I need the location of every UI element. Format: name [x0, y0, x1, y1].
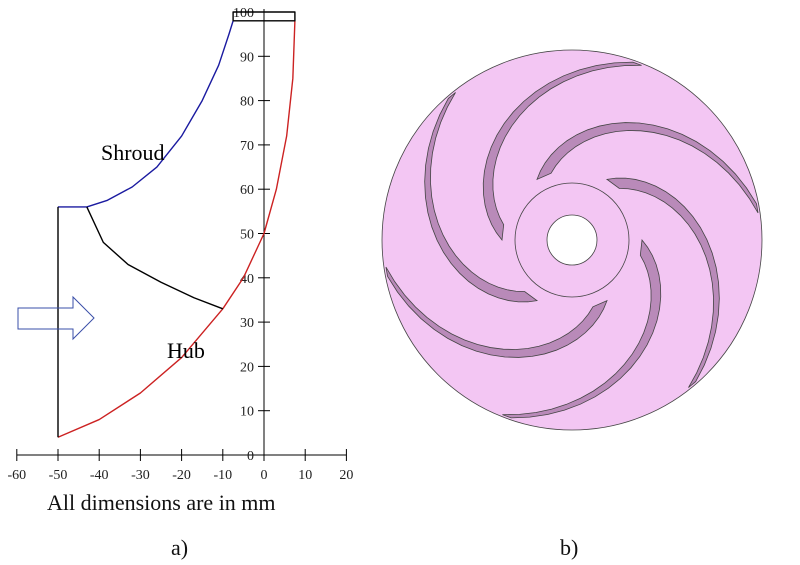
y-tick-label: 50	[240, 228, 254, 243]
y-tick-label: 100	[233, 6, 254, 21]
y-tick-label: 80	[240, 95, 254, 110]
shaft-hole	[546, 214, 598, 266]
y-tick-label: 0	[247, 449, 254, 464]
x-tick-label: 10	[298, 468, 312, 483]
impeller-blade	[424, 92, 539, 303]
caption-b: b)	[560, 535, 579, 560]
shroud-curve	[58, 20, 234, 208]
x-tick-label: 0	[261, 468, 268, 483]
dimensions-note: All dimensions are in mm	[47, 490, 276, 515]
y-tick-label: 40	[240, 272, 254, 287]
y-tick-label: 20	[240, 360, 254, 375]
y-tick-label: 60	[240, 183, 254, 198]
impeller-blade	[482, 61, 642, 242]
impeller-blade	[385, 266, 608, 358]
flow-arrow-icon	[17, 295, 95, 341]
x-tick-label: -30	[131, 468, 150, 483]
caption-a: a)	[171, 535, 189, 560]
hub-curve	[57, 20, 296, 438]
y-tick-label: 10	[240, 405, 254, 420]
shroud-label: Shroud	[101, 140, 165, 165]
leading-edge-curve	[86, 206, 224, 310]
y-tick-label: 70	[240, 139, 254, 154]
x-tick-label: -20	[172, 468, 191, 483]
curves	[57, 11, 296, 438]
x-tick-label: -10	[213, 468, 232, 483]
x-tick-label: -40	[90, 468, 109, 483]
impeller-blade	[502, 238, 662, 419]
x-tick-label: -60	[7, 468, 26, 483]
y-tick-label: 90	[240, 50, 254, 65]
hub-label: Hub	[167, 338, 205, 363]
impeller-blade	[536, 122, 759, 214]
outlet-rectangle	[232, 11, 296, 22]
y-tick-label: 30	[240, 316, 254, 331]
impeller-blade	[605, 177, 720, 388]
x-tick-label: 20	[339, 468, 353, 483]
axes: -60 -50 -40 -30 -20 -10 0 10 20 0 10 20 30 40 50 60 70 80…	[7, 6, 353, 483]
x-tick-label: -50	[49, 468, 68, 483]
impeller-image	[381, 49, 763, 431]
